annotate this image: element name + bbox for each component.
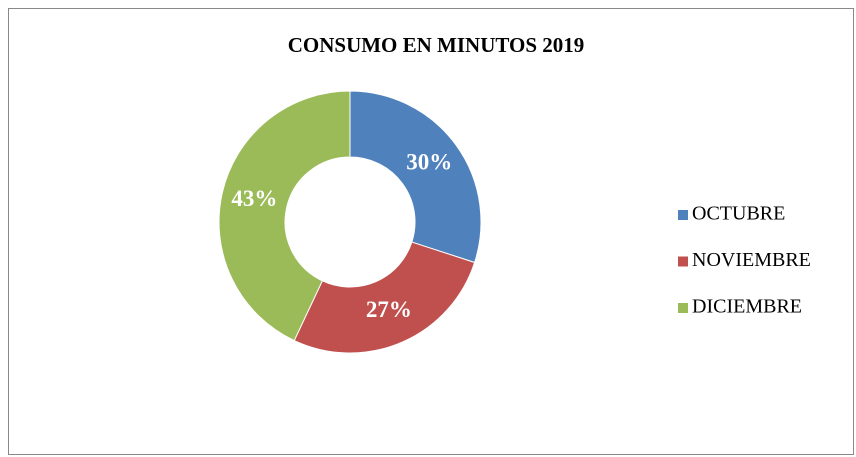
donut-slice xyxy=(218,90,351,342)
legend-label: DICIEMBRE xyxy=(692,296,802,318)
legend-swatch xyxy=(678,210,688,220)
data-label: 30% xyxy=(406,150,452,175)
chart-title: CONSUMO EN MINUTOS 2019 xyxy=(288,33,585,57)
data-label: 43% xyxy=(231,186,277,211)
legend-swatch xyxy=(678,256,688,267)
legend-label: NOVIEMBRE xyxy=(692,249,811,271)
legend-swatch xyxy=(678,303,688,313)
donut-slice xyxy=(293,241,476,354)
legend-label: OCTUBRE xyxy=(692,203,785,225)
data-label: 27% xyxy=(366,297,412,322)
donut-slice xyxy=(349,90,482,264)
